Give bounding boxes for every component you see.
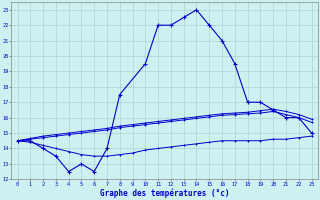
X-axis label: Graphe des températures (°c): Graphe des températures (°c): [100, 188, 229, 198]
